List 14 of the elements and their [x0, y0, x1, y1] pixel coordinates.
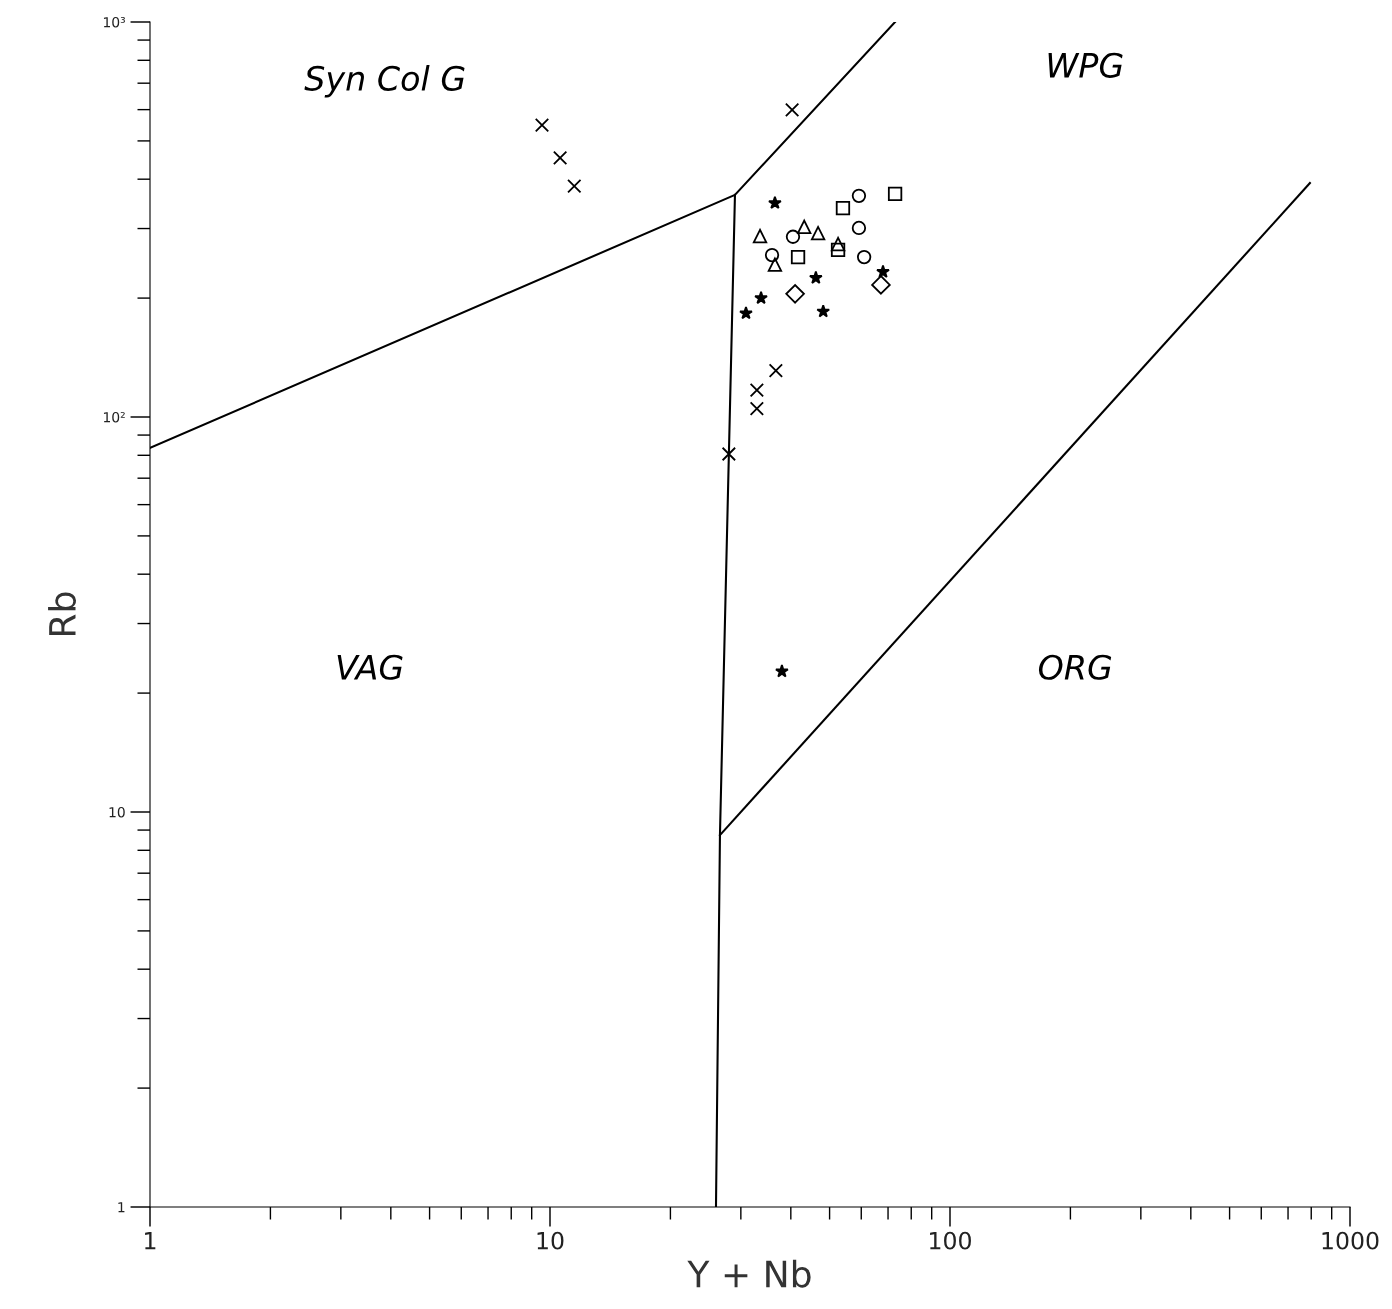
- x-tick-label: 10: [537, 1231, 564, 1250]
- annotation: VAG: [337, 654, 403, 680]
- x-tick-label: 1: [145, 1232, 156, 1250]
- y-axis-title: Rb: [48, 592, 77, 635]
- annotation: Syn Col G: [304, 65, 465, 98]
- x-tick-label: 100: [930, 1231, 971, 1250]
- x-tick-label: 1000: [1322, 1231, 1379, 1250]
- annotation: ORG: [1038, 654, 1112, 680]
- y-tick-label: 10: [109, 806, 125, 818]
- y-tick-label: 1: [118, 1202, 125, 1213]
- y-tick-label: 10³: [103, 16, 125, 28]
- annotation: WPG: [1048, 52, 1123, 78]
- y-tick-label: 10²: [103, 411, 125, 423]
- x-axis-title: Y + Nb: [687, 1259, 811, 1288]
